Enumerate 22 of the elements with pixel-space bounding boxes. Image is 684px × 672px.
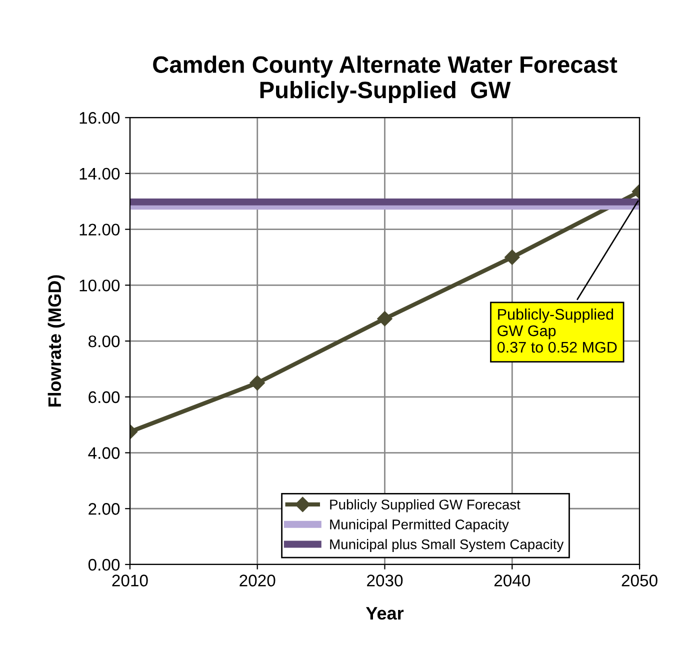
x-tick-label: 2030	[367, 574, 403, 586]
annotation: Publicly-Supplied GW Gap 0.37 to 0.52 MGD	[497, 308, 617, 353]
legend-label: Municipal plus Small System Capacity	[330, 539, 564, 552]
legend-label: Publicly Supplied GW Forecast	[330, 499, 520, 512]
y-tick-label: 10.00	[80, 280, 120, 292]
y-tick-label: 6.00	[88, 391, 120, 404]
x-tick-label: 2010	[112, 574, 148, 586]
y-axis-title: Flowrate (MGD)	[48, 275, 65, 407]
y-tick-label: 8.00	[88, 335, 120, 348]
y-tick-label: 14.00	[80, 168, 120, 180]
x-tick-label: 2040	[494, 574, 530, 586]
x-axis-title: Year	[366, 607, 404, 620]
y-tick-label: 16.00	[80, 112, 120, 124]
point	[377, 311, 392, 326]
x-tick-label: 2020	[240, 574, 276, 586]
y-tick-label: 2.00	[88, 503, 120, 515]
y-tick-label: 12.00	[80, 224, 120, 236]
chart-title: Camden County Alternate Water Forecast Publicly-Supplied GW	[153, 56, 618, 104]
legend-label: Municipal Permitted Capacity	[330, 519, 509, 532]
y-tick-label: 4.00	[88, 447, 120, 459]
x-tick-label: 2050	[622, 574, 658, 586]
y-tick-label: 0.00	[88, 558, 120, 571]
